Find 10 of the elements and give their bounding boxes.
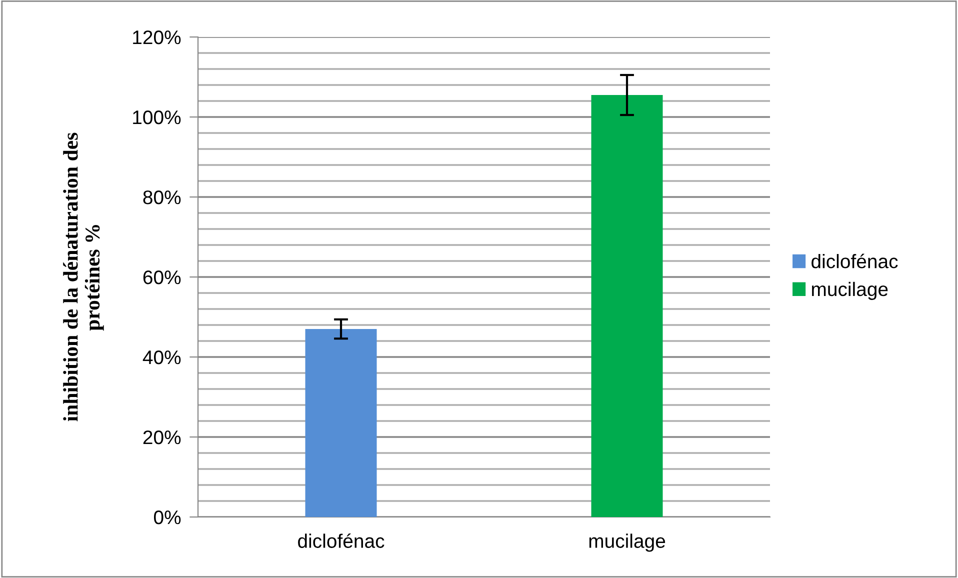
y-tick-label: 60% [143,270,181,284]
y-tick-label: 100% [133,110,181,124]
legend-label: diclofénac [812,254,898,268]
y-axis-title: inhibition de la dénaturation des protéines % [63,132,104,422]
y-tick-label: 0% [154,510,181,524]
y-tick-label: 20% [143,430,181,444]
y-tick-label: 120% [133,30,181,44]
legend-label: mucilage [812,282,888,300]
y-tick-label: 40% [142,350,181,364]
y-tick-label: 80% [143,190,181,204]
